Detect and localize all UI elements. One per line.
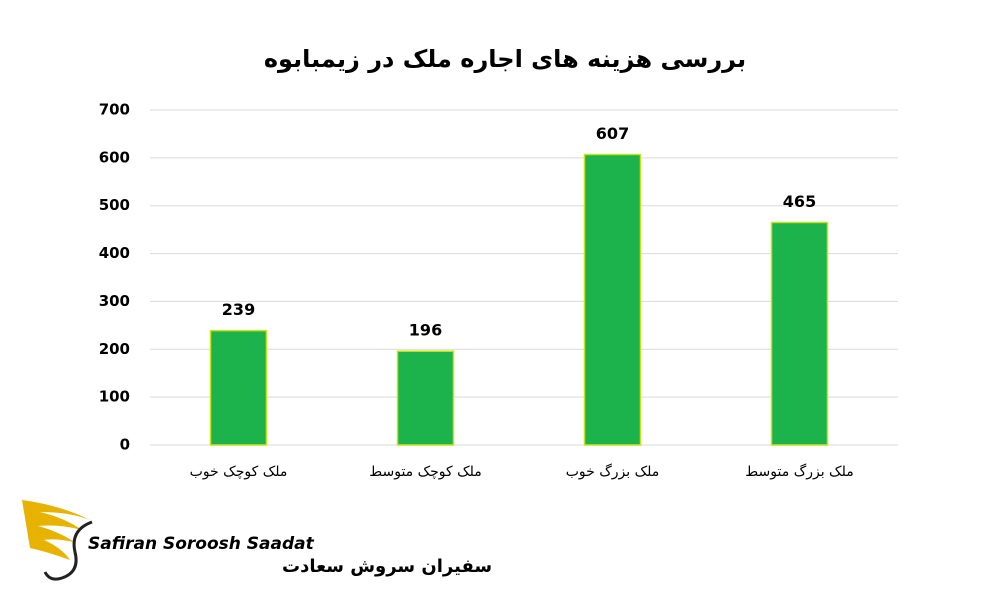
- x-tick-label: ملک کوچک خوب: [190, 464, 288, 480]
- bar: [209, 329, 268, 446]
- logo-swirl: [43, 520, 93, 581]
- logo-wing: [22, 500, 90, 560]
- y-tick-label: 100: [99, 388, 130, 406]
- logo-name-en: Safiran Soroosh Saadat: [88, 534, 315, 554]
- data-label: 607: [596, 124, 629, 143]
- data-label: 465: [783, 192, 816, 211]
- x-tick-label: ملک بزرگ متوسط: [745, 462, 853, 480]
- y-tick-label: 0: [120, 436, 130, 454]
- logo-name-fa: سفیران سروش سعادت: [282, 556, 492, 577]
- y-tick-label: 300: [99, 292, 130, 310]
- y-tick-label: 200: [99, 340, 130, 358]
- y-tick-label: 600: [99, 148, 130, 166]
- data-label: 196: [409, 321, 442, 340]
- bar: [770, 221, 829, 446]
- chart-title: بررسی هزینه های اجاره ملک در زیمبابوه: [264, 45, 746, 73]
- y-tick-label: 500: [99, 196, 130, 214]
- y-tick-label: 400: [99, 244, 130, 262]
- data-label: 239: [222, 300, 255, 319]
- y-tick-label: 700: [99, 101, 130, 119]
- logo: Safiran Soroosh Saadat سفیران سروش سعادت: [22, 500, 492, 581]
- x-tick-label: ملک بزرگ خوب: [566, 462, 660, 480]
- bar: [396, 350, 455, 446]
- bar: [583, 153, 642, 446]
- x-tick-label: ملک کوچک متوسط: [369, 464, 482, 480]
